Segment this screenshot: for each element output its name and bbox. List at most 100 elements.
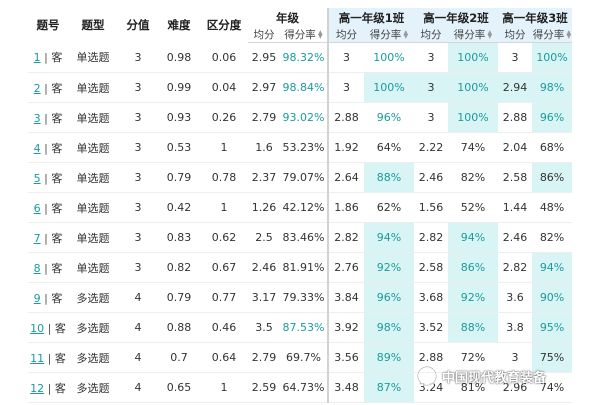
header-grade: 年级 [276,11,299,25]
header-question-type[interactable]: 题型 [81,18,105,33]
question-no-cell: 7 | 客 [28,222,68,253]
header-class3-rate[interactable]: 得分率 ▲ ▼ [532,26,573,43]
score-cell: 4 [118,282,158,313]
question-link[interactable]: 5 [33,171,41,185]
header-row-1: 题号 题型 分值 难度 区分度 年级 高一年级1班 高一年级2班 高一年级3班 [28,8,573,32]
header-grade-avg[interactable]: 均分 [248,26,280,43]
class1-avg-cell: 2.64 [327,162,364,193]
watermark: 中国现代教育装备 [416,365,546,387]
class2-rate-cell: 100% [448,42,499,73]
sort-icon[interactable]: ▲ ▼ [566,28,572,40]
question-no-cell: 6 | 客 [28,192,68,223]
class1-rate-cell: 64% [364,132,415,163]
score-cell: 3 [118,42,158,73]
class3-avg-cell: 2.04 [498,132,533,163]
question-no-cell: 8 | 客 [28,252,68,283]
question-no-cell: 5 | 客 [28,162,68,193]
discrimination-cell: 0.62 [200,222,248,253]
question-link[interactable]: 9 [33,291,41,305]
question-link[interactable]: 7 [33,231,41,245]
class1-avg-cell: 2.76 [327,252,364,283]
objective-tag: 客 [54,351,66,365]
header-question-no[interactable]: 题号 [36,18,60,33]
grade-avg-cell: 2.37 [248,162,280,193]
discrimination-cell: 0.26 [200,102,248,133]
class2-rate-cell: 52% [448,192,499,223]
separator: | [40,261,52,275]
class2-rate-cell: 81% [448,372,499,403]
class3-rate-cell: 94% [532,252,573,283]
discrimination-cell: 0.06 [200,42,248,73]
separator: | [40,51,52,65]
header-class1-avg[interactable]: 均分 [327,26,364,43]
question-link[interactable]: 6 [33,201,41,215]
class2-rate-cell: 74% [448,132,499,163]
question-type-cell: 单选题 [68,132,118,163]
table-row: 10 | 客多选题 4 0.88 0.46 3.5 87.53% 3.92 98% 3.52 88… [28,312,573,343]
difficulty-cell: 0.7 [158,342,200,373]
objective-tag: 客 [54,381,66,395]
header-difficulty[interactable]: 难度 [167,18,191,33]
sort-icon[interactable]: ▲ ▼ [487,28,493,40]
question-link[interactable]: 2 [33,81,41,95]
separator: | [40,81,52,95]
class1-rate-cell: 87% [364,372,415,403]
class2-rate-cell: 92% [448,282,499,313]
grade-avg-cell: 2.97 [248,72,280,103]
grade-rate-cell: 83.46% [280,222,328,253]
objective-tag: 客 [51,141,63,155]
question-link[interactable]: 1 [33,51,41,65]
class3-rate-cell: 82% [532,222,573,253]
score-cell: 4 [118,342,158,373]
grade-rate-cell: 69.7% [280,342,328,373]
class1-avg-cell: 3.84 [327,282,364,313]
question-link[interactable]: 4 [33,141,41,155]
class1-avg-cell: 3 [327,42,364,73]
class3-avg-cell: 2.88 [498,102,533,133]
question-no-cell: 12 | 客 [28,372,68,403]
class1-avg-cell: 1.86 [327,192,364,223]
question-type-cell: 多选题 [68,342,118,373]
question-type-cell: 单选题 [68,252,118,283]
header-class2-avg[interactable]: 均分 [414,26,449,43]
question-link[interactable]: 11 [30,351,45,365]
class1-rate-cell: 92% [364,252,415,283]
class3-rate-cell: 75% [532,342,573,373]
sort-icon[interactable]: ▲ ▼ [403,28,409,40]
question-link[interactable]: 3 [33,111,41,125]
class1-avg-cell: 2.88 [327,102,364,133]
grade-avg-cell: 3.17 [248,282,280,313]
header-row-2: 均分 得分率 ▲ ▼ 均分 得分率 ▲ ▼ 均分 得分率 ▲ ▼ 均分 得分率 ▲ ▼ [28,26,573,43]
score-cell: 3 [118,222,158,253]
class1-avg-cell: 3.48 [327,372,364,403]
class2-rate-cell: 86% [448,252,499,283]
header-class2-rate[interactable]: 得分率 ▲ ▼ [448,26,499,43]
question-type-cell: 单选题 [68,102,118,133]
class3-rate-cell: 95% [532,312,573,343]
objective-tag: 客 [51,111,63,125]
question-no-cell: 9 | 客 [28,282,68,313]
header-grade-rate[interactable]: 得分率 ▲ ▼ [280,26,328,43]
question-link[interactable]: 12 [30,381,45,395]
sort-icon[interactable]: ▲ ▼ [317,28,323,40]
separator: | [40,291,52,305]
class2-avg-cell: 3.24 [414,372,449,403]
separator: | [40,111,52,125]
class3-avg-cell: 1.44 [498,192,533,223]
class1-rate-cell: 98% [364,312,415,343]
objective-tag: 客 [51,231,63,245]
header-class1-rate[interactable]: 得分率 ▲ ▼ [364,26,415,43]
class2-rate-cell: 100% [448,72,499,103]
grade-rate-cell: 79.33% [280,282,328,313]
class3-avg-cell: 2.82 [498,252,533,283]
question-link[interactable]: 10 [30,321,45,335]
header-class-2: 高一年级2班 [414,8,499,26]
score-cell: 4 [118,372,158,403]
header-discrimination[interactable]: 区分度 [206,18,242,33]
question-no-cell: 11 | 客 [28,342,68,373]
header-class3-avg[interactable]: 均分 [498,26,533,43]
question-link[interactable]: 8 [33,261,41,275]
class3-rate-cell: 68% [532,132,573,163]
class3-rate-cell: 86% [532,162,573,193]
header-score[interactable]: 分值 [126,18,150,33]
